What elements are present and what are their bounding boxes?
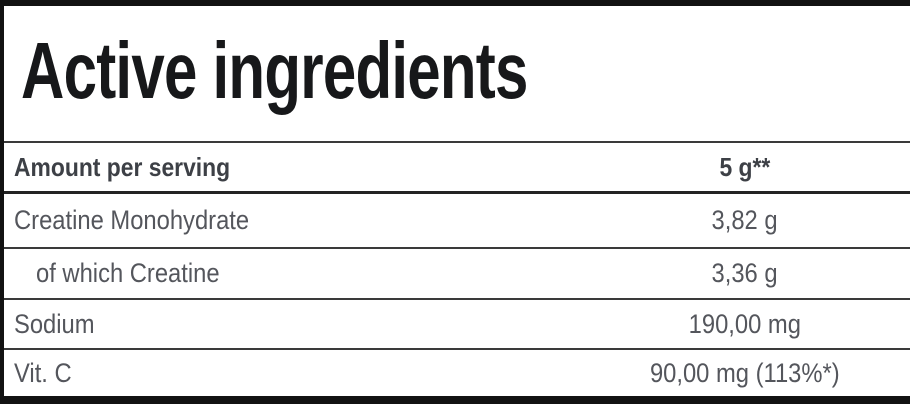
table-row: of which Creatine 3,36 g xyxy=(4,249,910,298)
ingredient-name: of which Creatine xyxy=(36,258,220,288)
ingredient-name-cell: Vit. C xyxy=(4,358,580,389)
row-divider xyxy=(4,247,910,249)
ingredient-amount: 190,00 mg xyxy=(688,308,802,339)
ingredient-amount: 3,82 g xyxy=(711,205,779,235)
row-divider xyxy=(4,298,910,300)
ingredient-amount: 90,00 mg (113%*) xyxy=(650,357,840,388)
ingredient-name: Sodium xyxy=(14,308,95,339)
ingredient-amount-cell: 190,00 mg xyxy=(580,309,910,340)
table-row: Creatine Monohydrate 3,82 g xyxy=(4,194,910,247)
panel-title-bar: Active ingredients xyxy=(4,6,910,141)
header-divider xyxy=(4,191,910,194)
header-label: Amount per serving xyxy=(14,151,231,182)
ingredient-amount-cell: 3,36 g xyxy=(580,258,910,289)
ingredient-name-cell: of which Creatine xyxy=(4,258,580,289)
row-divider xyxy=(4,141,910,143)
ingredient-name-cell: Creatine Monohydrate xyxy=(4,205,580,236)
ingredient-name: Vit. C xyxy=(14,357,72,388)
table-header-row: Amount per serving 5 g** xyxy=(4,143,910,191)
ingredient-amount-cell: 3,82 g xyxy=(580,205,910,236)
table-row: Vit. C 90,00 mg (113%*) xyxy=(4,350,910,396)
row-divider xyxy=(4,348,910,350)
header-label-cell: Amount per serving xyxy=(4,152,580,183)
ingredient-name: Creatine Monohydrate xyxy=(14,205,250,235)
header-value: 5 g** xyxy=(719,151,771,182)
ingredient-name-cell: Sodium xyxy=(4,309,580,340)
ingredient-amount: 3,36 g xyxy=(711,258,779,288)
panel-title: Active ingredients xyxy=(21,25,528,115)
table-row: Sodium 190,00 mg xyxy=(4,300,910,348)
ingredient-amount-cell: 90,00 mg (113%*) xyxy=(580,358,910,389)
active-ingredients-panel: Active ingredients Amount per serving 5 … xyxy=(0,0,910,404)
header-value-cell: 5 g** xyxy=(580,152,910,183)
